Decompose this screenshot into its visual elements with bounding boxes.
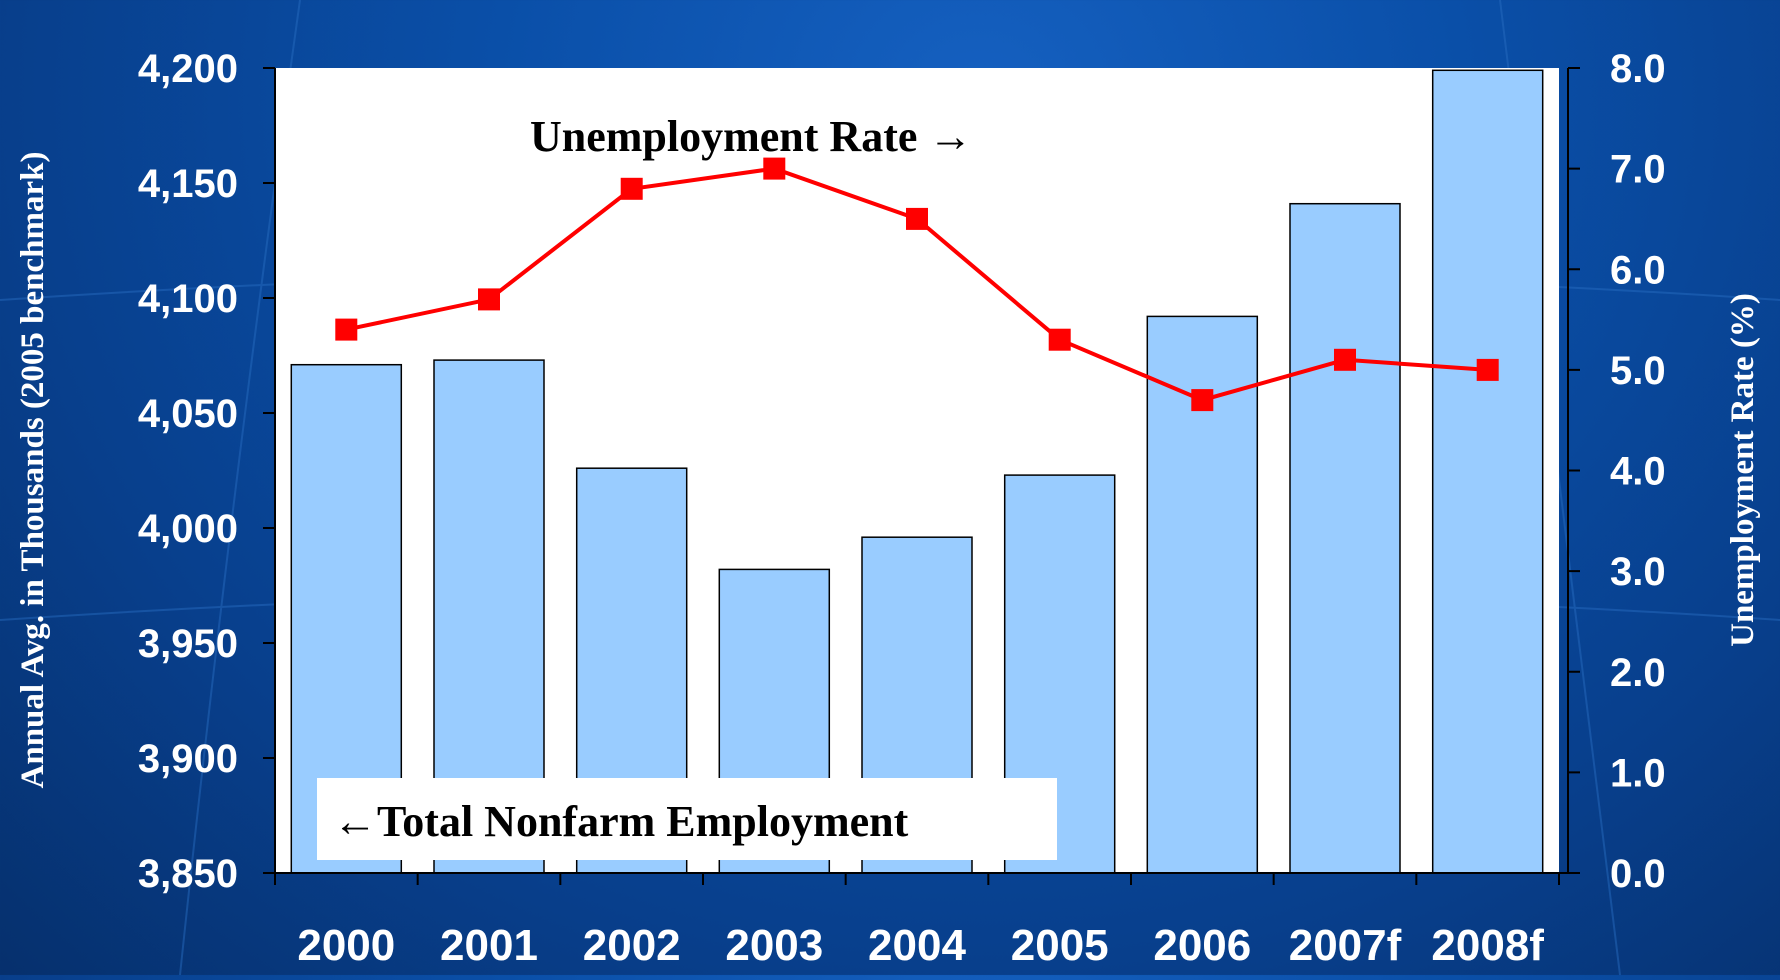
x-tick-labels: 2000 2001 2002 2003 2004 2005 2006 2007f 2008f — [297, 921, 1544, 970]
y-left-tick-label: 4,200 — [138, 47, 238, 91]
x-tick-label: 2006 — [1153, 921, 1251, 970]
bar-annotation-box — [317, 778, 1057, 860]
y-right-tick-label: 3.0 — [1610, 550, 1666, 594]
axes — [263, 67, 1580, 885]
x-tick-label: 2001 — [440, 921, 538, 970]
y-left-tick-label: 3,950 — [138, 622, 238, 666]
marker-2006 — [1191, 389, 1214, 412]
y-right-tick-label: 8.0 — [1610, 47, 1666, 91]
x-tick-label: 2007f — [1289, 921, 1402, 970]
marker-2005 — [1048, 328, 1071, 351]
bar-2008f — [1431, 69, 1544, 874]
x-tick-label: 2002 — [583, 921, 681, 970]
marker-2004 — [906, 207, 928, 230]
marker-2008f — [1476, 358, 1499, 381]
x-tick-label: 2000 — [297, 921, 395, 970]
x-tick-label: 2005 — [1011, 921, 1109, 970]
right-y-tick-labels: 0.0 1.0 2.0 3.0 4.0 5.0 6.0 7.0 8.0 — [1610, 47, 1666, 896]
y-right-tick-label: 4.0 — [1610, 450, 1666, 494]
marker-series-unemployment — [335, 157, 1499, 412]
marker-2007f — [1334, 348, 1356, 371]
y-right-tick-label: 6.0 — [1610, 248, 1666, 292]
x-tick-label: 2008f — [1431, 921, 1544, 970]
x-tick-label: 2003 — [725, 921, 823, 970]
y-right-tick-label: 5.0 — [1610, 349, 1666, 393]
y-left-tick-label: 4,100 — [138, 277, 238, 321]
x-tick-label: 2004 — [868, 921, 966, 970]
marker-2000 — [335, 318, 358, 341]
marker-2002 — [620, 177, 643, 200]
left-y-tick-labels: 3,850 3,900 3,950 4,000 4,050 4,100 4,150 4,200 — [138, 47, 238, 896]
marker-2001 — [478, 288, 500, 311]
y-right-tick-label: 7.0 — [1610, 148, 1666, 192]
y-right-axis-title: Unemployment Rate (%) — [1725, 293, 1761, 647]
y-left-tick-label: 4,000 — [138, 507, 238, 551]
line-annotation: Unemployment Rate → — [530, 112, 972, 161]
y-left-tick-label: 3,900 — [138, 737, 238, 781]
y-right-tick-label: 2.0 — [1610, 651, 1666, 695]
bar-annotation: ←Total Nonfarm Employment — [333, 797, 909, 846]
y-right-tick-label: 1.0 — [1610, 751, 1666, 795]
y-left-tick-label: 3,850 — [138, 852, 238, 896]
marker-2003 — [763, 157, 786, 180]
y-left-tick-label: 4,050 — [138, 392, 238, 436]
y-left-axis-title: Annual Avg. in Thousands (2005 benchmark… — [15, 152, 51, 789]
y-left-tick-label: 4,150 — [138, 162, 238, 206]
y-right-tick-label: 0.0 — [1610, 852, 1666, 896]
bar-2007f — [1289, 202, 1401, 874]
